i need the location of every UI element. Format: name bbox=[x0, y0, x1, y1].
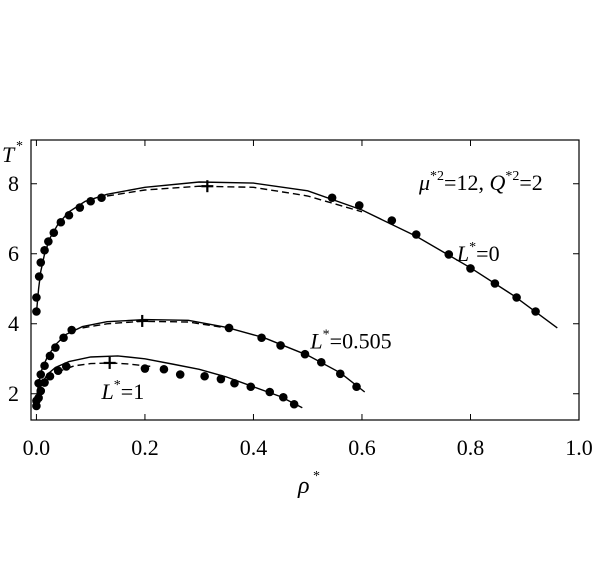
dashed-curve bbox=[106, 185, 363, 213]
series-1: L*=0.505 bbox=[32, 314, 392, 406]
data-point bbox=[257, 333, 266, 343]
data-point bbox=[44, 237, 53, 246]
x-tick-label: 0.2 bbox=[131, 435, 159, 460]
data-point bbox=[276, 341, 285, 350]
data-point bbox=[289, 399, 299, 409]
y-axis-label: T bbox=[2, 142, 16, 167]
data-point bbox=[335, 369, 345, 379]
critical-point-marker bbox=[103, 356, 116, 369]
series-label: L*=1 bbox=[101, 378, 145, 404]
y-tick-label: 8 bbox=[8, 171, 19, 196]
data-point bbox=[265, 387, 275, 397]
data-point bbox=[36, 370, 46, 379]
q-value: =2 bbox=[519, 170, 542, 195]
data-point bbox=[86, 196, 95, 206]
data-point bbox=[200, 371, 209, 381]
data-point bbox=[316, 357, 326, 367]
data-point bbox=[354, 201, 364, 210]
data-point bbox=[466, 264, 475, 273]
data-point bbox=[216, 374, 226, 384]
parameter-annotation: μ*2=12, Q*2=2 bbox=[418, 169, 543, 195]
data-point bbox=[300, 349, 310, 359]
series-label: L*=0 bbox=[456, 240, 500, 266]
data-point bbox=[45, 351, 55, 361]
data-point bbox=[387, 216, 397, 225]
data-point bbox=[51, 343, 60, 352]
data-point bbox=[34, 272, 44, 281]
data-point bbox=[75, 203, 85, 212]
y-axis-title: T * bbox=[2, 139, 23, 167]
data-point bbox=[490, 279, 500, 288]
mu-value: =12, bbox=[444, 170, 489, 195]
data-point bbox=[327, 193, 337, 203]
data-point bbox=[32, 307, 41, 316]
mu-symbol: μ bbox=[418, 170, 430, 195]
q-symbol: Q bbox=[489, 170, 505, 195]
data-point bbox=[53, 366, 63, 375]
x-tick-label: 0.8 bbox=[457, 435, 485, 460]
solid-curve bbox=[35, 181, 558, 329]
data-point bbox=[411, 230, 421, 239]
data-point bbox=[64, 210, 74, 220]
series-0: L*=0 bbox=[32, 180, 558, 329]
series-layer: L*=0 L*=0.505 L*=1 bbox=[32, 180, 558, 411]
x-axis: 0.0 0.2 0.4 0.6 0.8 1.0 bbox=[23, 140, 593, 460]
data-point bbox=[59, 333, 68, 343]
x-tick-label: 1.0 bbox=[565, 435, 593, 460]
series-2: L*=1 bbox=[32, 355, 303, 411]
data-point bbox=[531, 307, 540, 316]
y-tick-label: 6 bbox=[8, 241, 19, 266]
data-point bbox=[512, 293, 521, 302]
critical-point-marker bbox=[201, 180, 214, 193]
data-point bbox=[40, 245, 49, 255]
q-superscript: *2 bbox=[505, 169, 519, 184]
data-point bbox=[61, 362, 71, 371]
mu-superscript: *2 bbox=[430, 169, 444, 184]
data-point bbox=[246, 382, 256, 392]
y-tick-label: 2 bbox=[8, 381, 19, 406]
data-point bbox=[49, 228, 59, 238]
x-axis-label-sup: * bbox=[313, 469, 320, 484]
data-point bbox=[97, 193, 106, 203]
x-axis-label: ρ bbox=[297, 473, 310, 499]
x-tick-label: 0.6 bbox=[348, 435, 376, 460]
data-point bbox=[444, 250, 454, 259]
data-point bbox=[32, 293, 41, 302]
plot-frame bbox=[30, 139, 580, 421]
data-point bbox=[56, 217, 66, 227]
data-point bbox=[230, 378, 239, 388]
data-point bbox=[40, 378, 49, 387]
y-tick-label: 4 bbox=[8, 311, 19, 336]
x-tick-label: 0.4 bbox=[240, 435, 268, 460]
data-point bbox=[67, 325, 76, 335]
data-point bbox=[36, 386, 46, 396]
data-point bbox=[352, 382, 361, 392]
y-axis: 2 4 6 8 bbox=[8, 171, 579, 406]
x-tick-label: 0.0 bbox=[23, 435, 51, 460]
data-point bbox=[159, 364, 169, 374]
y-axis-label-sup: * bbox=[16, 139, 23, 154]
data-point bbox=[36, 258, 46, 267]
data-point bbox=[40, 361, 49, 371]
critical-point-marker bbox=[136, 314, 149, 327]
data-point bbox=[278, 392, 288, 402]
series-label: L*=0.505 bbox=[309, 327, 391, 353]
data-point bbox=[175, 370, 185, 379]
data-point bbox=[45, 371, 55, 381]
data-point bbox=[224, 323, 234, 333]
data-point bbox=[140, 364, 150, 373]
solid-curve bbox=[35, 355, 303, 409]
data-point bbox=[32, 401, 41, 411]
data-point bbox=[34, 393, 43, 403]
x-axis-title: ρ * bbox=[297, 469, 320, 499]
